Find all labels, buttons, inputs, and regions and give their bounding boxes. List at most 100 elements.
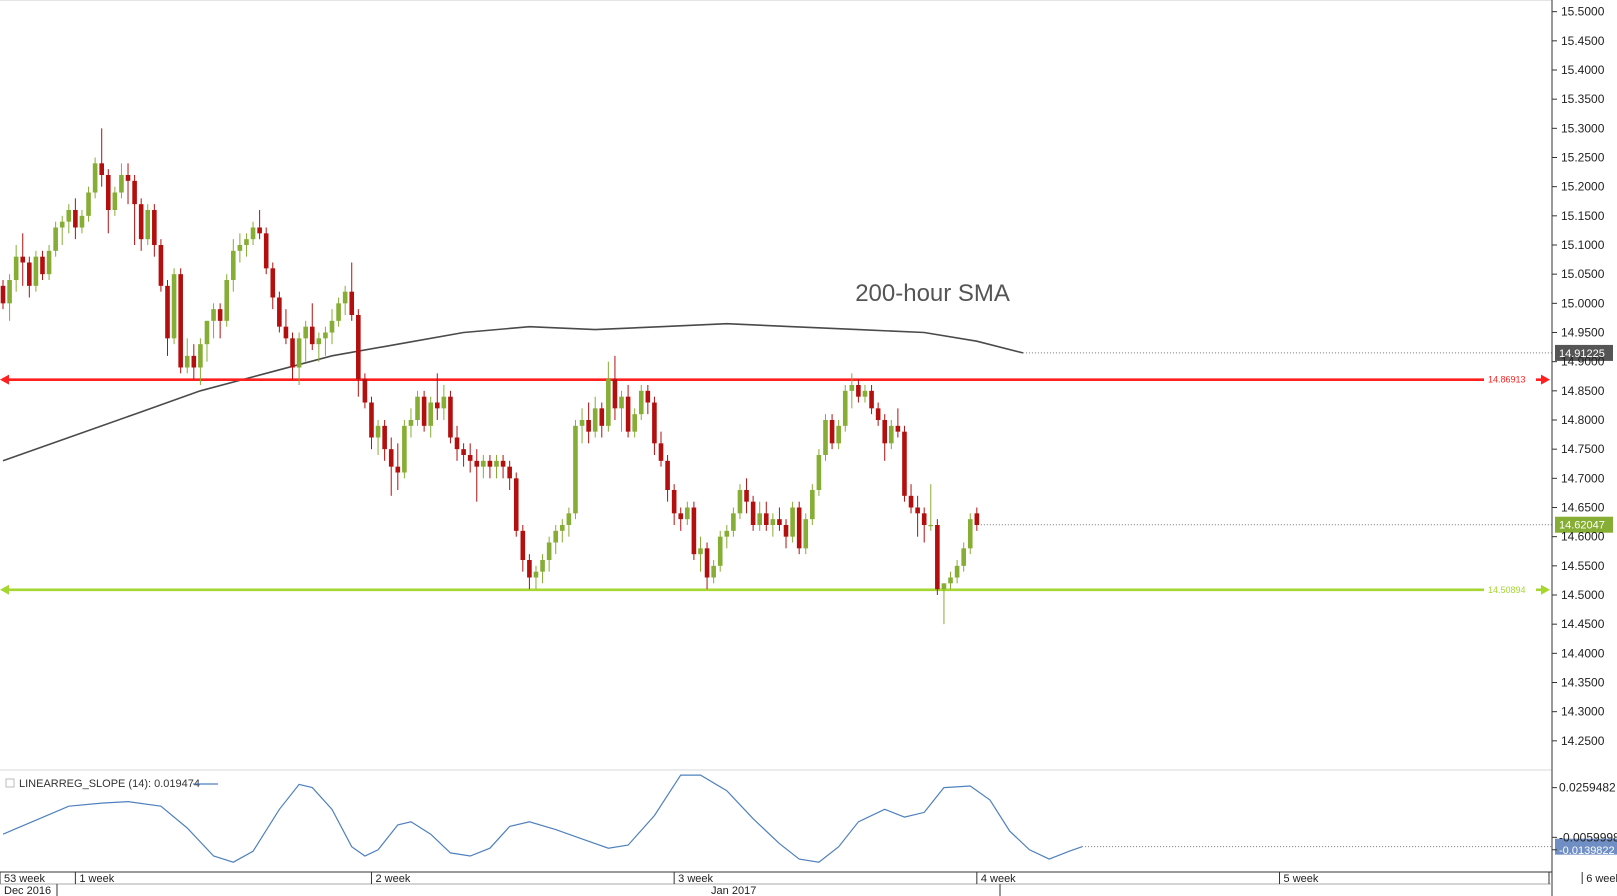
candle-body (191, 355, 197, 368)
price-tick-label: 14.8500 (1561, 384, 1605, 398)
candle-body (132, 180, 137, 205)
candle-body (790, 507, 795, 537)
candle-body (244, 239, 249, 245)
candle-up (928, 484, 934, 531)
candle-body (303, 326, 308, 339)
candle-down (882, 414, 888, 461)
candle-up (560, 519, 565, 543)
candle-up (323, 326, 328, 356)
candle-body (645, 390, 651, 403)
candle-body (658, 443, 664, 461)
chart-grid (0, 0, 1552, 771)
candle-down (612, 355, 618, 420)
candle-body (685, 507, 690, 520)
price-tick-label: 14.3500 (1561, 676, 1605, 690)
candle-up (724, 525, 730, 549)
candle-up (119, 163, 124, 199)
candle-body (7, 280, 12, 304)
candle-up (592, 396, 598, 438)
price-tick-label: 14.6500 (1561, 501, 1605, 515)
candle-body (66, 210, 72, 222)
candle-up (231, 239, 236, 292)
sma-200-line: 14.91225 (2, 322, 1613, 462)
candle-down (625, 385, 631, 438)
candle-up (79, 210, 85, 234)
candle-down (783, 519, 789, 549)
candle-body (638, 390, 644, 415)
price-tick-label: 15.2000 (1561, 180, 1605, 194)
candle-down (454, 425, 460, 461)
candle-body (849, 385, 855, 391)
candle-body (546, 542, 552, 560)
candle-down (652, 396, 657, 455)
candle-down (744, 478, 749, 514)
candle-up (836, 420, 841, 450)
candle-up (632, 408, 637, 438)
price-tick-label: 15.2500 (1561, 151, 1605, 165)
price-tick-label: 15.5000 (1561, 5, 1605, 19)
candle-body (612, 379, 618, 409)
candle-body (560, 525, 565, 531)
price-tick-label: 14.7000 (1561, 471, 1605, 485)
candle-body (349, 291, 355, 315)
candle-up (685, 501, 690, 525)
candle-body (0, 285, 6, 304)
candle-down (487, 455, 493, 479)
candle-body (533, 571, 539, 578)
candle-down (777, 507, 782, 531)
candle-down (599, 402, 605, 438)
sma-value-tag (1555, 344, 1613, 361)
candle-body (342, 291, 348, 304)
candle-up (303, 320, 308, 362)
candle-body (454, 437, 460, 450)
candle-body (717, 536, 723, 566)
candle-down (915, 495, 920, 537)
week-label: 4 week (981, 873, 1016, 885)
indicator-panel: LINEARREG_SLOPE (14): 0.019474 0.0259482 -… (2, 774, 1617, 863)
candle-body (829, 420, 835, 444)
candle-up (954, 560, 960, 584)
candle-body (494, 460, 499, 467)
candle-up (566, 507, 572, 537)
candle-up (336, 297, 341, 327)
indicator-line (2, 774, 1083, 863)
candle-body (974, 513, 980, 525)
candle-up (92, 157, 98, 199)
candle-body (961, 548, 966, 566)
candle-body (599, 408, 605, 426)
candle-body (99, 163, 104, 175)
level-value-label: 14.50894 (1488, 585, 1526, 595)
candle-up (967, 513, 973, 555)
candle-body (119, 175, 124, 193)
candle-up (540, 554, 545, 584)
candle-body (935, 525, 940, 590)
candle-body (711, 565, 716, 578)
candle-down (270, 262, 276, 310)
candle-body (606, 379, 611, 426)
candle-body (336, 303, 341, 321)
candle-down (586, 402, 591, 444)
candle-up (112, 186, 118, 216)
candles: 14.62047 (0, 128, 1613, 625)
candle-body (40, 256, 45, 275)
candle-body (323, 332, 328, 339)
candle-down (875, 402, 881, 426)
candle-body (33, 256, 39, 286)
candle-down (908, 484, 914, 514)
candle-down (158, 239, 164, 292)
candle-body (954, 565, 960, 578)
candle-body (428, 402, 433, 426)
candle-body (73, 210, 78, 228)
candle-body (434, 402, 440, 409)
candle-body (448, 396, 453, 438)
candle-body (138, 204, 144, 240)
candle-body (92, 163, 98, 193)
candle-up (145, 204, 151, 245)
candle-down (895, 408, 901, 438)
candle-body (257, 227, 262, 234)
candle-down (388, 437, 394, 496)
month-label: Dec 2016 (4, 885, 51, 896)
price-tick-label: 14.7500 (1561, 442, 1605, 456)
candle-down (691, 501, 697, 560)
